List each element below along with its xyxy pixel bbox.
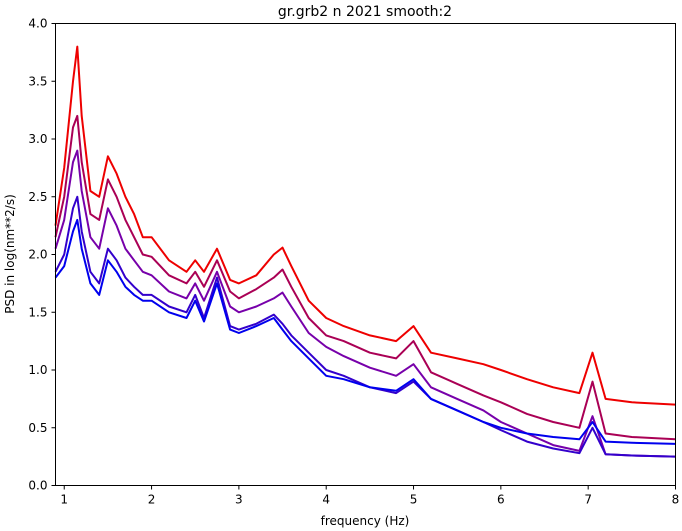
x-tick-label: 8 <box>672 493 680 507</box>
y-tick-label: 0.0 <box>28 479 47 493</box>
y-tick-label: 4.0 <box>28 17 47 31</box>
x-tick-label: 1 <box>60 493 68 507</box>
series-line-2 <box>54 114 676 441</box>
y-tick-label: 0.5 <box>28 421 47 435</box>
y-tick-label: 2.5 <box>28 190 47 204</box>
x-tick-label: 7 <box>584 493 592 507</box>
x-tick-label: 2 <box>148 493 156 507</box>
y-tick-label: 1.5 <box>28 305 47 319</box>
y-tick-label: 2.0 <box>28 248 47 262</box>
series-line-5 <box>54 218 676 445</box>
x-axis-ticks: 1 2 3 4 5 6 7 8 <box>60 485 680 507</box>
series-line-1 <box>54 45 676 406</box>
series-layer <box>54 45 676 458</box>
x-tick-label: 3 <box>235 493 243 507</box>
y-axis-label: PSD in log(nm**2/s) <box>3 194 17 314</box>
series-line-3 <box>54 149 676 458</box>
y-axis-ticks: 0.0 0.5 1.0 1.5 2.0 2.5 3.0 3.5 4.0 <box>28 17 56 493</box>
x-tick-label: 5 <box>410 493 418 507</box>
y-tick-label: 1.0 <box>28 363 47 377</box>
x-axis-label: frequency (Hz) <box>321 514 410 528</box>
chart-title: gr.grb2 n 2021 smooth:2 <box>278 4 452 20</box>
series-line-4 <box>54 195 676 458</box>
y-tick-label: 3.5 <box>28 74 47 88</box>
y-tick-label: 3.0 <box>28 132 47 146</box>
x-tick-label: 6 <box>497 493 505 507</box>
x-tick-label: 4 <box>322 493 330 507</box>
